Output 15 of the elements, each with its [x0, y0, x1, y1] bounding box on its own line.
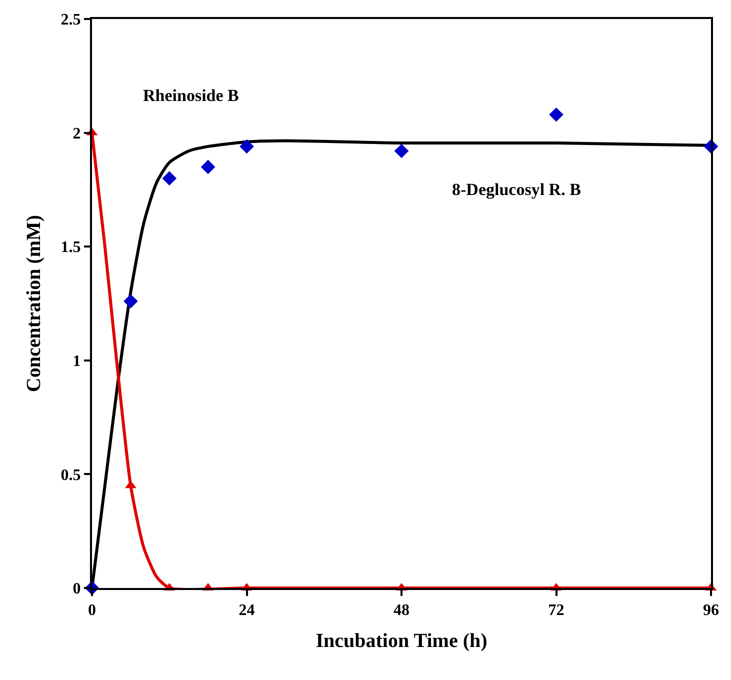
- annotation: Rheinoside B: [143, 86, 239, 105]
- y-tick-label: 1.5: [60, 239, 81, 256]
- x-tick-label: 96: [703, 602, 719, 620]
- y-tick-label: 1: [72, 353, 81, 370]
- x-axis-title: Incubation Time (h): [316, 630, 488, 652]
- y-axis-title: Concentration (mM): [22, 214, 45, 392]
- x-tick-label: 24: [238, 602, 255, 620]
- annotation: 8-Deglucosyl R. B: [452, 180, 581, 199]
- x-tick-label: 0: [88, 602, 96, 620]
- x-tick-label: 48: [394, 602, 410, 620]
- x-tick-label: 72: [548, 602, 564, 620]
- y-tick-label: 2.5: [60, 12, 81, 29]
- y-tick-label: 0: [72, 580, 81, 598]
- y-tick-label: 0.5: [60, 466, 81, 484]
- y-tick-label: 2: [72, 125, 81, 142]
